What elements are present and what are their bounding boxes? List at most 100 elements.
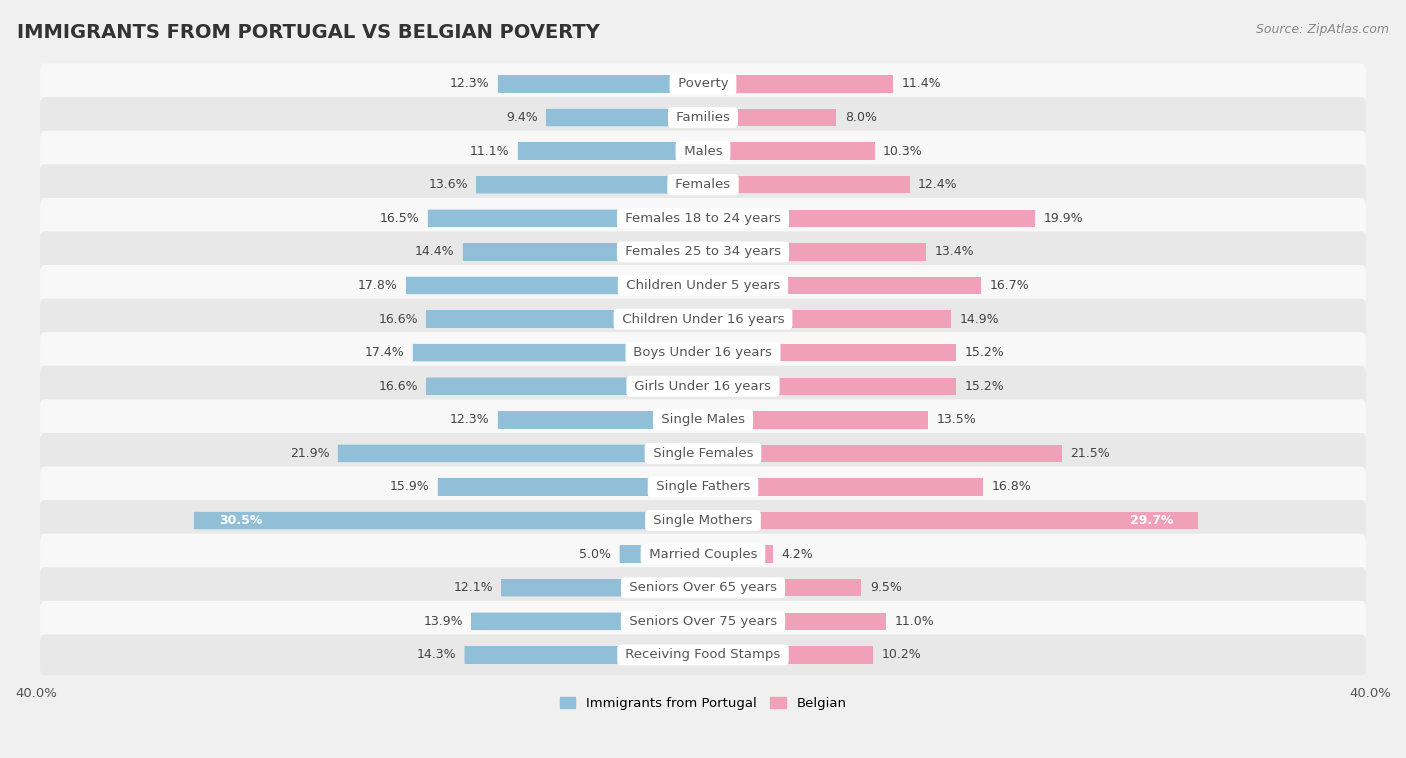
Bar	[427, 210, 703, 227]
Bar	[703, 579, 862, 597]
Text: 29.7%: 29.7%	[1130, 514, 1173, 527]
Bar	[703, 512, 1198, 529]
Text: 21.9%: 21.9%	[290, 447, 329, 460]
FancyBboxPatch shape	[464, 646, 703, 664]
Text: Males: Males	[679, 145, 727, 158]
Text: 12.4%: 12.4%	[918, 178, 957, 191]
Text: Females 18 to 24 years: Females 18 to 24 years	[621, 211, 785, 225]
Bar	[703, 646, 873, 664]
Text: 15.2%: 15.2%	[965, 346, 1004, 359]
FancyBboxPatch shape	[41, 164, 1365, 205]
Bar	[703, 411, 928, 428]
FancyBboxPatch shape	[41, 366, 1365, 407]
Bar	[703, 310, 952, 327]
Bar	[703, 143, 875, 160]
Text: 13.9%: 13.9%	[423, 615, 463, 628]
Text: 17.4%: 17.4%	[364, 346, 405, 359]
Bar	[194, 512, 703, 529]
Text: Receiving Food Stamps: Receiving Food Stamps	[621, 648, 785, 662]
Text: 12.3%: 12.3%	[450, 77, 489, 90]
Text: 16.6%: 16.6%	[378, 312, 418, 326]
Text: 21.5%: 21.5%	[1070, 447, 1109, 460]
Text: Families: Families	[672, 111, 734, 124]
Text: 15.2%: 15.2%	[965, 380, 1004, 393]
Text: 17.8%: 17.8%	[359, 279, 398, 292]
Bar	[426, 310, 703, 327]
FancyBboxPatch shape	[41, 130, 1365, 171]
FancyBboxPatch shape	[517, 143, 703, 160]
FancyBboxPatch shape	[337, 445, 703, 462]
Text: 9.4%: 9.4%	[506, 111, 538, 124]
FancyBboxPatch shape	[547, 109, 703, 127]
FancyBboxPatch shape	[41, 433, 1365, 474]
Bar	[464, 646, 703, 664]
Text: 5.0%: 5.0%	[579, 548, 612, 561]
FancyBboxPatch shape	[41, 198, 1365, 239]
Bar	[498, 75, 703, 92]
FancyBboxPatch shape	[426, 310, 703, 327]
Text: 12.1%: 12.1%	[453, 581, 494, 594]
Text: 12.3%: 12.3%	[450, 413, 489, 426]
FancyBboxPatch shape	[477, 176, 703, 193]
Text: 11.4%: 11.4%	[901, 77, 941, 90]
FancyBboxPatch shape	[426, 377, 703, 395]
Text: Single Fathers: Single Fathers	[652, 481, 754, 493]
FancyBboxPatch shape	[41, 500, 1365, 541]
Text: 11.1%: 11.1%	[470, 145, 509, 158]
Text: Children Under 5 years: Children Under 5 years	[621, 279, 785, 292]
Text: 10.2%: 10.2%	[882, 648, 921, 662]
FancyBboxPatch shape	[41, 534, 1365, 575]
FancyBboxPatch shape	[471, 612, 703, 630]
Text: Children Under 16 years: Children Under 16 years	[617, 312, 789, 326]
Bar	[703, 176, 910, 193]
FancyBboxPatch shape	[41, 231, 1365, 272]
Text: 19.9%: 19.9%	[1043, 211, 1083, 225]
Text: Boys Under 16 years: Boys Under 16 years	[630, 346, 776, 359]
Text: IMMIGRANTS FROM PORTUGAL VS BELGIAN POVERTY: IMMIGRANTS FROM PORTUGAL VS BELGIAN POVE…	[17, 23, 600, 42]
Bar	[703, 344, 956, 362]
FancyBboxPatch shape	[41, 601, 1365, 642]
Bar	[498, 411, 703, 428]
Bar	[477, 176, 703, 193]
Text: 14.4%: 14.4%	[415, 246, 454, 258]
Text: 13.6%: 13.6%	[429, 178, 468, 191]
Text: 4.2%: 4.2%	[782, 548, 813, 561]
FancyBboxPatch shape	[620, 546, 703, 563]
Text: 14.9%: 14.9%	[960, 312, 1000, 326]
FancyBboxPatch shape	[41, 64, 1365, 105]
Text: Married Couples: Married Couples	[644, 548, 762, 561]
Text: 9.5%: 9.5%	[870, 581, 901, 594]
FancyBboxPatch shape	[413, 344, 703, 362]
Text: 10.3%: 10.3%	[883, 145, 922, 158]
Text: 30.5%: 30.5%	[219, 514, 263, 527]
Bar	[426, 377, 703, 395]
FancyBboxPatch shape	[501, 579, 703, 597]
Legend: Immigrants from Portugal, Belgian: Immigrants from Portugal, Belgian	[554, 691, 852, 715]
Bar	[620, 546, 703, 563]
Bar	[703, 210, 1035, 227]
FancyBboxPatch shape	[41, 265, 1365, 306]
Text: 16.8%: 16.8%	[991, 481, 1031, 493]
Bar	[703, 377, 956, 395]
Bar	[501, 579, 703, 597]
FancyBboxPatch shape	[463, 243, 703, 261]
FancyBboxPatch shape	[194, 512, 703, 529]
FancyBboxPatch shape	[41, 567, 1365, 608]
Bar	[703, 109, 837, 127]
FancyBboxPatch shape	[41, 299, 1365, 340]
Bar	[703, 277, 981, 294]
Text: Females: Females	[671, 178, 735, 191]
FancyBboxPatch shape	[498, 411, 703, 428]
Bar	[703, 445, 1062, 462]
FancyBboxPatch shape	[427, 210, 703, 227]
Bar	[517, 143, 703, 160]
Bar	[703, 612, 886, 630]
FancyBboxPatch shape	[41, 399, 1365, 440]
Bar	[703, 478, 983, 496]
FancyBboxPatch shape	[437, 478, 703, 496]
Text: Single Mothers: Single Mothers	[650, 514, 756, 527]
Text: 13.4%: 13.4%	[935, 246, 974, 258]
Bar	[703, 75, 893, 92]
Bar	[437, 478, 703, 496]
FancyBboxPatch shape	[406, 277, 703, 294]
